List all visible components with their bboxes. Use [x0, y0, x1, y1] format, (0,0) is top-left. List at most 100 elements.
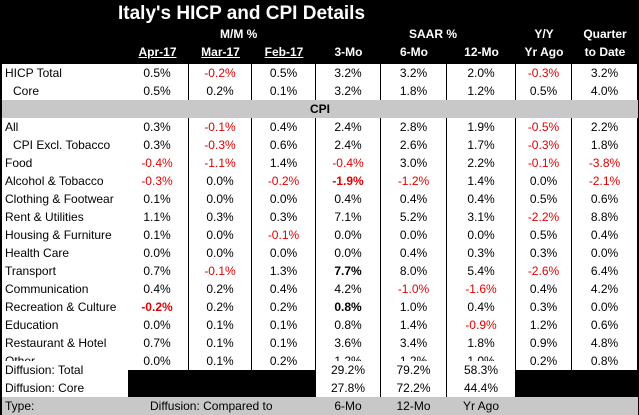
cell-feb17: -0.2% [252, 172, 315, 190]
cell-apr17: 0.3% [126, 118, 188, 136]
diffusion-cell: 29.2% [316, 361, 380, 379]
cell-12mo: -0.9% [447, 316, 515, 334]
cell-3mo: 7.1% [316, 208, 380, 226]
cell-yy: 0.3% [516, 244, 571, 262]
cell-mar17: 0.0% [189, 190, 251, 208]
cell-mar17: -0.2% [189, 64, 251, 82]
cell-12mo: 0.0% [447, 226, 515, 244]
cell-mar17: 0.1% [189, 316, 251, 334]
cell-apr17: -0.2% [126, 298, 188, 316]
cell-qtd: 4.2% [572, 280, 637, 298]
cell-3mo: 0.8% [316, 316, 380, 334]
type-description: Diffusion: Compared to [150, 397, 310, 415]
cell-apr17: 0.3% [126, 136, 188, 154]
cell-feb17: 0.1% [252, 316, 315, 334]
cell-mar17: -0.1% [189, 118, 251, 136]
row-label: All [2, 118, 128, 136]
cell-yy: 0.4% [516, 280, 571, 298]
cell-3mo: 2.4% [316, 118, 380, 136]
yy-header-line2: Yr Ago [524, 45, 564, 59]
cell-apr17: 0.1% [126, 190, 188, 208]
cell-qtd: 4.0% [572, 82, 637, 100]
row-label: Core [2, 82, 136, 100]
row-label: Recreation & Culture [2, 298, 128, 316]
cell-feb17: 1.3% [252, 262, 315, 280]
cell-apr17: 0.0% [126, 244, 188, 262]
mm-group-header: M/M % [220, 27, 258, 41]
type-cell: 6-Mo [316, 397, 380, 415]
qtd-header-line2: to Date [584, 45, 626, 59]
type-cell: 12-Mo [381, 397, 446, 415]
cell-feb17: 0.3% [252, 208, 315, 226]
diffusion-cell: 72.2% [381, 379, 446, 397]
cell-12mo: 0.3% [447, 244, 515, 262]
cell-feb17: 0.2% [252, 352, 315, 370]
cell-feb17: 0.4% [252, 118, 315, 136]
cell-yy: -0.3% [516, 64, 571, 82]
cell-mar17: 0.0% [189, 226, 251, 244]
cell-mar17: -0.1% [189, 262, 251, 280]
cell-6mo: 0.4% [381, 244, 446, 262]
cell-3mo: 0.0% [316, 226, 380, 244]
cell-feb17: 1.4% [252, 154, 315, 172]
cell-qtd: 0.0% [572, 244, 637, 262]
cell-12mo: 5.4% [447, 262, 515, 280]
cell-feb17: 0.4% [252, 280, 315, 298]
row-label: Food [2, 154, 128, 172]
cell-qtd: 2.2% [572, 118, 637, 136]
diffusion-cell: 79.2% [381, 361, 446, 379]
cell-feb17: 0.0% [252, 190, 315, 208]
cell-yy: 0.5% [516, 226, 571, 244]
col-header-3mo: 3-Mo [334, 45, 363, 59]
cell-feb17: 0.1% [252, 82, 315, 100]
cell-3mo: 7.7% [316, 262, 380, 280]
type-cell: Yr Ago [447, 397, 515, 415]
cell-6mo: 1.4% [381, 316, 446, 334]
row-label: Transport [2, 262, 128, 280]
cell-3mo: -0.4% [316, 154, 380, 172]
row-label: Housing & Furniture [2, 226, 128, 244]
row-label: Restaurant & Hotel [2, 334, 128, 352]
row-label: Clothing & Footwear [2, 190, 128, 208]
cell-6mo: 1.0% [381, 298, 446, 316]
type-label: Type: [2, 397, 125, 415]
col-header-12mo: 12-Mo [464, 45, 499, 59]
cell-12mo: 3.1% [447, 208, 515, 226]
cell-apr17: 0.0% [126, 316, 188, 334]
cell-qtd: 1.8% [572, 136, 637, 154]
cell-12mo: -1.6% [447, 280, 515, 298]
cell-mar17: 0.2% [189, 298, 251, 316]
cell-yy: 0.5% [516, 190, 571, 208]
diffusion-label: Diffusion: Core [2, 379, 128, 397]
cell-6mo: -1.2% [381, 172, 446, 190]
cell-yy: 1.2% [516, 316, 571, 334]
yy-header-line1: Y/Y [534, 27, 554, 41]
cell-apr17: 0.7% [126, 262, 188, 280]
cell-yy: -0.5% [516, 118, 571, 136]
cell-12mo: 2.0% [447, 64, 515, 82]
col-header-6mo: 6-Mo [400, 45, 428, 59]
cell-12mo: 1.9% [447, 118, 515, 136]
cell-6mo: 2.6% [381, 136, 446, 154]
cell-6mo: 3.2% [381, 64, 446, 82]
cell-feb17: 0.1% [252, 334, 315, 352]
cell-apr17: 0.7% [126, 334, 188, 352]
row-label: Rent & Utilities [2, 208, 128, 226]
cell-12mo: 1.8% [447, 334, 515, 352]
cell-feb17: 0.0% [252, 244, 315, 262]
cell-feb17: 0.5% [252, 64, 315, 82]
section-header-cpi: CPI [2, 100, 638, 118]
cell-12mo: 2.2% [447, 154, 515, 172]
cell-feb17: 0.6% [252, 136, 315, 154]
cell-12mo: 0.4% [447, 298, 515, 316]
cell-12mo: 1.4% [447, 172, 515, 190]
page-title: Italy's HICP and CPI Details [118, 3, 366, 24]
cell-qtd: 0.8% [572, 352, 637, 370]
cell-qtd: 0.0% [572, 298, 637, 316]
cell-mar17: 0.2% [189, 82, 251, 100]
cell-3mo: 3.6% [316, 334, 380, 352]
cell-qtd: -3.8% [572, 154, 637, 172]
cell-apr17: 0.0% [126, 352, 188, 370]
cell-mar17: 0.1% [189, 334, 251, 352]
